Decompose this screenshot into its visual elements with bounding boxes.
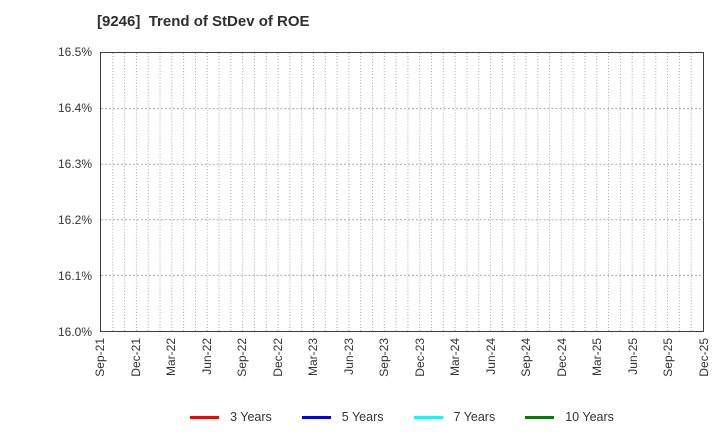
x-tick-label: Mar-24 (448, 338, 463, 377)
legend-item-3-years: 3 Years (190, 410, 272, 424)
x-tick-label: Dec-21 (128, 338, 143, 377)
legend-item-10-years: 10 Years (525, 410, 614, 424)
legend-line-icon (190, 415, 220, 419)
y-tick-label: 16.4% (57, 101, 92, 115)
x-tick-label: Sep-22 (235, 338, 250, 377)
gridlines (101, 53, 703, 331)
legend-label: 5 Years (341, 410, 384, 424)
x-tick-label: Jun-24 (483, 338, 498, 375)
x-tick-label: Dec-25 (697, 338, 711, 377)
y-tick-label: 16.2% (57, 213, 92, 227)
x-tick-label: Jun-22 (199, 338, 214, 375)
x-tick-label: Dec-23 (412, 338, 427, 377)
plot-area (100, 52, 704, 332)
y-tick-label: 16.5% (57, 45, 92, 59)
x-tick-label: Mar-23 (306, 338, 321, 377)
x-tick-label: Sep-23 (377, 338, 392, 377)
y-tick-label: 16.0% (57, 325, 92, 339)
x-tick-label: Dec-24 (554, 338, 569, 377)
x-tick-label: Mar-22 (164, 338, 179, 377)
y-tick-label: 16.1% (57, 269, 92, 283)
legend-item-5-years: 5 Years (301, 410, 384, 424)
legend-line-icon (525, 415, 555, 419)
x-tick-label: Sep-24 (519, 338, 534, 377)
legend-line-icon (413, 415, 443, 419)
legend: 3 Years 5 Years 7 Years 10 Years (100, 404, 704, 430)
x-tick-label: Jun-23 (341, 338, 356, 375)
x-tick-label: Jun-25 (625, 338, 640, 375)
legend-label: 3 Years (230, 410, 272, 424)
chart-title: [9246] Trend of StDev of ROE (97, 13, 310, 30)
y-tick-label: 16.3% (57, 157, 92, 171)
x-tick-label: Sep-21 (93, 338, 107, 377)
legend-line-icon (301, 415, 331, 419)
legend-label: 7 Years (453, 410, 496, 424)
x-tick-label: Mar-25 (590, 338, 605, 377)
legend-label: 10 Years (565, 410, 614, 424)
legend-item-7-years: 7 Years (413, 410, 496, 424)
x-tick-label: Dec-22 (270, 338, 285, 377)
x-tick-label: Sep-25 (661, 338, 676, 377)
